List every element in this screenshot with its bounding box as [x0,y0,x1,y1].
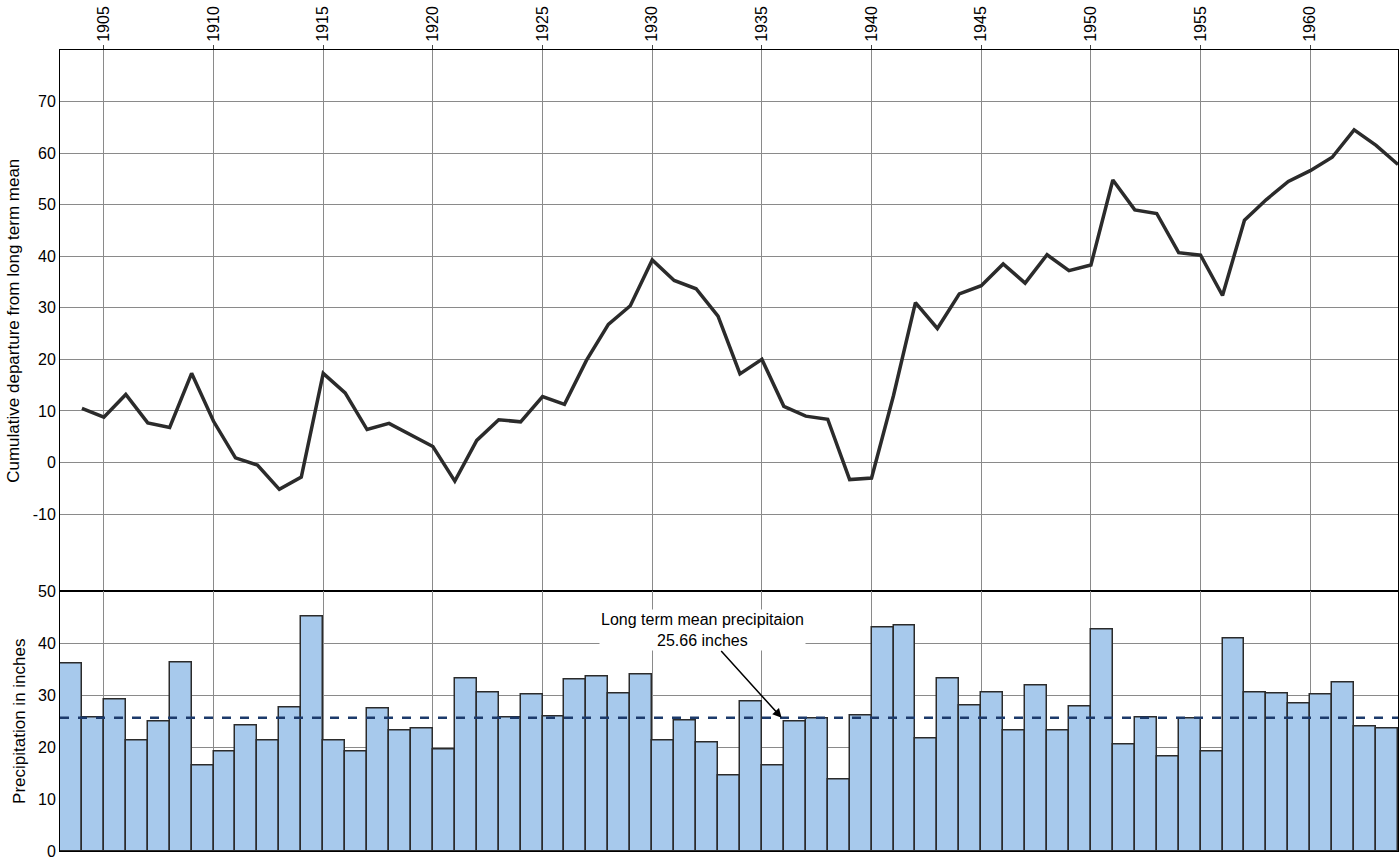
svg-text:1935: 1935 [753,6,770,42]
svg-text:Long term mean precipitaion25.: Long term mean precipitaion25.66 inches [601,611,804,649]
svg-text:30: 30 [38,687,56,704]
svg-text:1915: 1915 [314,6,331,42]
svg-text:20: 20 [38,351,56,368]
svg-text:-10: -10 [33,506,56,523]
svg-text:1920: 1920 [424,6,441,42]
svg-text:1930: 1930 [643,6,660,42]
svg-text:0: 0 [47,843,56,860]
svg-text:10: 10 [38,791,56,808]
svg-text:40: 40 [38,635,56,652]
svg-text:1905: 1905 [95,6,112,42]
svg-text:1955: 1955 [1192,6,1209,42]
svg-text:10: 10 [38,403,56,420]
svg-text:1925: 1925 [534,6,551,42]
svg-text:50: 50 [38,196,56,213]
svg-text:40: 40 [38,248,56,265]
svg-text:Cumulative departure from long: Cumulative departure from long term mean [4,159,23,483]
svg-text:50: 50 [38,583,56,600]
svg-text:1960: 1960 [1301,6,1318,42]
svg-text:30: 30 [38,299,56,316]
svg-text:60: 60 [38,145,56,162]
svg-text:70: 70 [38,93,56,110]
svg-text:1940: 1940 [863,6,880,42]
svg-text:20: 20 [38,739,56,756]
svg-text:Precipitation in inches: Precipitation in inches [10,639,29,804]
svg-text:1950: 1950 [1082,6,1099,42]
svg-text:0: 0 [47,454,56,471]
svg-text:1945: 1945 [972,6,989,42]
svg-text:1910: 1910 [205,6,222,42]
